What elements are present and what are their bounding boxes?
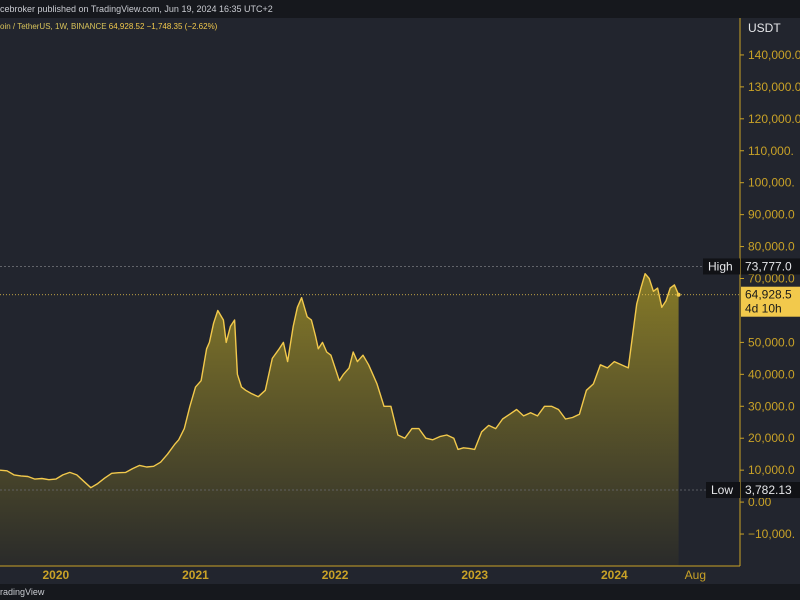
legend-symbol: oin / TetherUS, 1W, BINANCE bbox=[0, 22, 107, 31]
high-value: 73,777.0 bbox=[745, 259, 792, 273]
low-value: 3,782.13 bbox=[745, 483, 792, 497]
low-label: Low bbox=[711, 483, 733, 497]
x-tick-label: 2021 bbox=[182, 568, 209, 582]
y-tick-label: 20,000.0 bbox=[748, 431, 795, 445]
price-chart[interactable]: USDT 140,000.0 130,000.0 120,000.0 110,000. 1… bbox=[0, 18, 800, 584]
y-tick-label: 70,000.0 bbox=[748, 272, 795, 286]
x-tick-label: Aug bbox=[685, 568, 706, 582]
y-tick-label: 140,000.0 bbox=[748, 48, 800, 62]
x-tick-label: 2020 bbox=[42, 568, 69, 582]
bar-countdown: 4d 10h bbox=[745, 302, 782, 316]
last-price-badge bbox=[741, 286, 800, 317]
last-price-value: 64,928.5 bbox=[745, 288, 792, 302]
y-tick-label: 0.00 bbox=[748, 495, 772, 509]
low-value-badge bbox=[741, 482, 800, 499]
y-tick-label: 100,000. bbox=[748, 176, 795, 190]
price-line bbox=[0, 273, 680, 489]
chart-legend: oin / TetherUS, 1W, BINANCE 64,928.52 −1… bbox=[0, 22, 217, 31]
y-tick-label: 130,000.0 bbox=[748, 80, 800, 94]
y-tick-label: 110,000. bbox=[748, 144, 794, 158]
x-tick-label: 2024 bbox=[601, 568, 628, 582]
y-tick-label: 80,000.0 bbox=[748, 240, 795, 254]
high-label: High bbox=[708, 259, 733, 273]
x-tick-label: 2022 bbox=[322, 568, 349, 582]
y-tick-label: 30,000.0 bbox=[748, 399, 795, 413]
y-tick-label: 40,000.0 bbox=[748, 367, 795, 381]
y-tick-label: 120,000.0 bbox=[748, 112, 800, 126]
publish-bar: cebroker published on TradingView.com, J… bbox=[0, 0, 800, 18]
legend-price: 64,928.52 bbox=[108, 22, 145, 31]
publish-info: cebroker published on TradingView.com, J… bbox=[0, 4, 273, 14]
y-tick-label: −10,000. bbox=[748, 527, 795, 541]
legend-change: −1,748.35 (−2.62%) bbox=[146, 22, 218, 31]
tradingview-brand: radingView bbox=[0, 587, 45, 597]
time-axis-bg bbox=[0, 566, 800, 584]
high-value-badge bbox=[741, 258, 800, 275]
y-tick-label: 90,000.0 bbox=[748, 208, 795, 222]
high-badge bbox=[703, 258, 740, 275]
x-tick-label: 2023 bbox=[461, 568, 488, 582]
price-area bbox=[0, 273, 679, 566]
y-tick-label: 50,000.0 bbox=[748, 335, 795, 349]
y-tick-label: 10,000.0 bbox=[748, 463, 795, 477]
footer-bar: radingView bbox=[0, 584, 800, 600]
y-axis-label: USDT bbox=[748, 21, 781, 35]
low-badge bbox=[706, 482, 740, 499]
